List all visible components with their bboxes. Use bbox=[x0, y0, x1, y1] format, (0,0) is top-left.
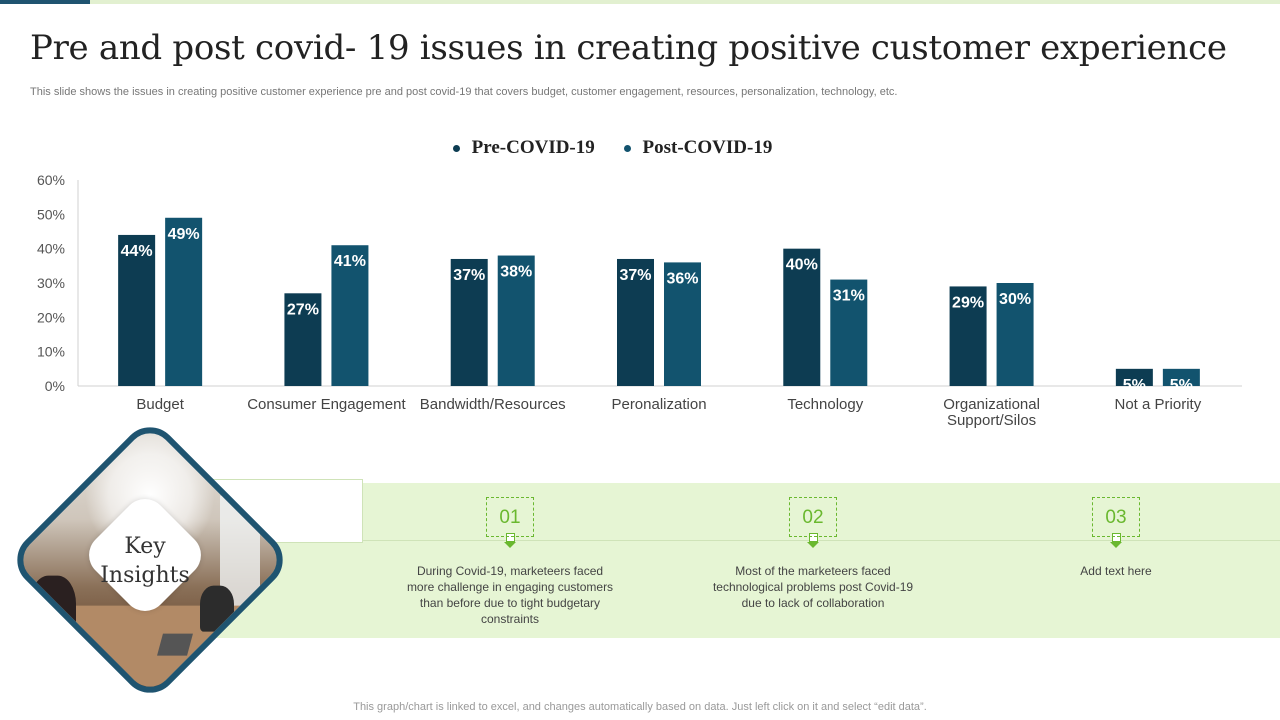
bar-value-label: 37% bbox=[619, 267, 651, 284]
page-subtitle: This slide shows the issues in creating … bbox=[30, 86, 898, 98]
bar-pre bbox=[118, 234, 156, 386]
step-number-2: 02 bbox=[789, 497, 837, 537]
bar-value-label: 37% bbox=[453, 267, 485, 284]
insight-step-3: 03 Add text here bbox=[996, 497, 1236, 579]
bar-pre bbox=[284, 293, 322, 386]
step-number-1: 01 bbox=[486, 497, 534, 537]
legend-item-post: Post-COVID-19 bbox=[623, 137, 773, 159]
bar-value-label: 29% bbox=[952, 294, 984, 311]
laptop bbox=[157, 633, 193, 656]
y-tick-label: 40% bbox=[37, 241, 65, 257]
x-tick-label: Consumer Engagement bbox=[247, 396, 406, 413]
step-text-2: Most of the marketeers faced technologic… bbox=[712, 564, 914, 610]
x-tick-label: Not a Priority bbox=[1115, 396, 1202, 413]
bar-value-label: 27% bbox=[287, 301, 319, 318]
chart-legend: Pre-COVID-19 Post-COVID-19 bbox=[0, 137, 1225, 159]
bar-post bbox=[664, 262, 701, 386]
bar-post bbox=[165, 217, 203, 386]
bar-value-label: 38% bbox=[500, 264, 532, 281]
key-insights-title: Key Insights bbox=[100, 534, 190, 588]
x-tick-label: Bandwidth/Resources bbox=[420, 396, 566, 413]
arrow-down-icon bbox=[807, 542, 819, 548]
insights-band-divider bbox=[362, 540, 1280, 541]
arrow-down-icon bbox=[1110, 542, 1122, 548]
y-tick-label: 30% bbox=[37, 275, 65, 291]
insight-step-1: 01 During Covid-19, marketeers faced mor… bbox=[390, 497, 630, 627]
footer-note: This graph/chart is linked to excel, and… bbox=[353, 701, 927, 713]
bar-value-label: 40% bbox=[786, 257, 818, 274]
bar-value-label: 31% bbox=[833, 288, 865, 305]
step-text-1: During Covid-19, marketeers faced more c… bbox=[406, 564, 614, 626]
step-text-3: Add text here bbox=[1080, 564, 1152, 578]
bar-value-label: 30% bbox=[999, 291, 1031, 308]
legend-dot-pre-icon bbox=[452, 145, 460, 153]
top-accent-mark bbox=[0, 0, 90, 4]
bar-value-label: 5% bbox=[1170, 377, 1193, 394]
bar-post bbox=[331, 245, 369, 386]
key-insights-badge: Key Insights bbox=[5, 415, 295, 705]
bar-pre bbox=[1115, 368, 1153, 386]
x-tick-label: Peronalization bbox=[611, 396, 706, 413]
bar-pre bbox=[617, 258, 654, 386]
bar-value-label: 41% bbox=[334, 253, 366, 270]
step-number-3: 03 bbox=[1092, 497, 1140, 537]
bar-pre bbox=[949, 286, 987, 386]
y-tick-label: 20% bbox=[37, 309, 65, 325]
x-tick-label: Technology bbox=[787, 396, 863, 413]
legend-item-pre: Pre-COVID-19 bbox=[452, 137, 595, 159]
x-tick-label: Organizational bbox=[943, 396, 1040, 413]
legend-label-post: Post-COVID-19 bbox=[642, 137, 773, 158]
bar-post bbox=[1162, 368, 1200, 386]
top-accent-line bbox=[0, 0, 1280, 4]
y-tick-label: 60% bbox=[37, 172, 65, 188]
bar-value-label: 5% bbox=[1123, 377, 1146, 394]
bar-pre bbox=[450, 258, 488, 386]
x-tick-label: Support/Silos bbox=[947, 412, 1036, 429]
bar-value-label: 44% bbox=[121, 243, 153, 260]
insight-step-2: 02 Most of the marketeers faced technolo… bbox=[693, 497, 933, 611]
legend-label-pre: Pre-COVID-19 bbox=[471, 137, 595, 158]
y-tick-label: 10% bbox=[37, 344, 65, 360]
person-figure bbox=[200, 585, 234, 632]
person-figure bbox=[29, 575, 77, 646]
bar-pre bbox=[783, 248, 821, 386]
bar-chart[interactable]: 0% 10% 20% 30% 40% 50% 60% 44% 49% Budget 27% 41% Co… bbox=[0, 170, 1280, 435]
bar-value-label: 36% bbox=[666, 270, 698, 287]
insights-band bbox=[200, 483, 1280, 638]
y-tick-label: 0% bbox=[45, 378, 65, 394]
arrow-down-icon bbox=[504, 542, 516, 548]
bar-value-label: 49% bbox=[168, 226, 200, 243]
bar-post bbox=[996, 283, 1034, 386]
y-tick-label: 50% bbox=[37, 206, 65, 222]
step-marker-icon bbox=[808, 533, 818, 542]
x-tick-label: Budget bbox=[136, 396, 184, 413]
page-title: Pre and post covid- 19 issues in creatin… bbox=[30, 28, 1227, 68]
step-marker-icon bbox=[505, 533, 515, 542]
legend-dot-post-icon bbox=[623, 145, 631, 153]
step-marker-icon bbox=[1111, 533, 1121, 542]
bar-post bbox=[497, 255, 535, 386]
bar-post bbox=[830, 279, 868, 386]
